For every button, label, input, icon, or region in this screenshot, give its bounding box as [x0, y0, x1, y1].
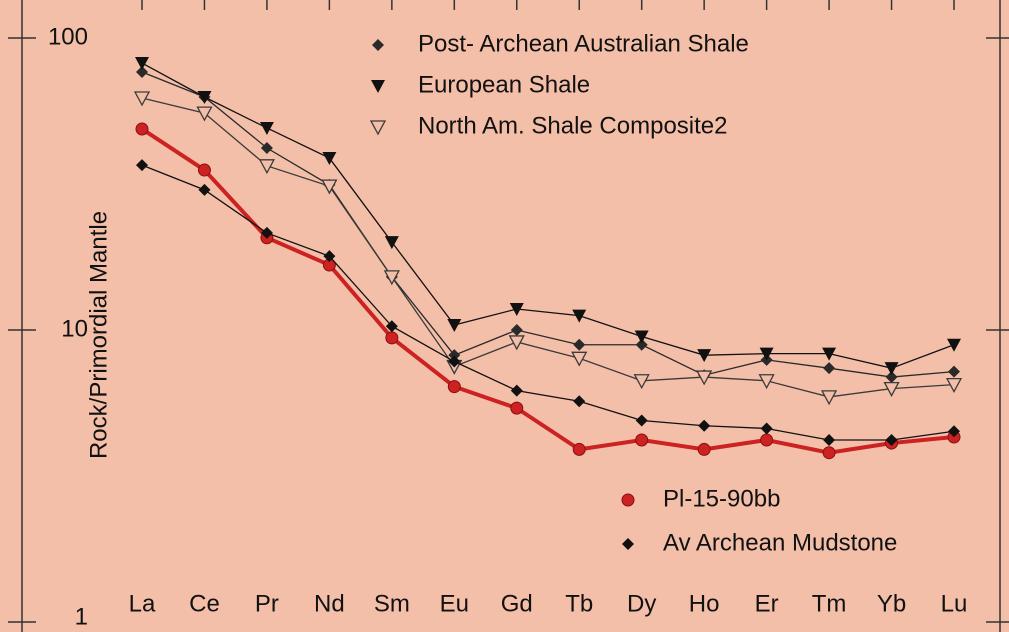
- data-point: [448, 381, 460, 393]
- data-point: [761, 434, 773, 446]
- x-tick-label: Sm: [374, 590, 410, 617]
- y-tick-label: 100: [48, 23, 88, 50]
- data-point: [823, 447, 835, 459]
- data-point: [573, 443, 585, 455]
- y-tick-label: 10: [61, 315, 88, 342]
- legend-label: Av Archean Mudstone: [663, 529, 897, 556]
- x-tick-label: Dy: [627, 590, 656, 617]
- data-point: [698, 443, 710, 455]
- x-tick-label: Yb: [877, 590, 906, 617]
- data-point: [136, 123, 148, 135]
- x-tick-label: Pr: [255, 590, 279, 617]
- legend-marker: [622, 494, 634, 506]
- data-point: [198, 164, 210, 176]
- data-point: [636, 434, 648, 446]
- y-axis-label: Rock/Primordial Mantle: [85, 211, 112, 459]
- x-tick-label: La: [129, 590, 156, 617]
- data-point: [386, 332, 398, 344]
- x-tick-label: Tb: [565, 590, 593, 617]
- data-point: [511, 402, 523, 414]
- x-tick-label: Nd: [314, 590, 345, 617]
- page: Rock/Primordial Mantle 1 10 100 La Ce Pr Nd Sm E…: [0, 0, 1009, 632]
- legend-label: Post- Archean Australian Shale: [418, 30, 749, 57]
- x-tick-label: Tm: [812, 590, 847, 617]
- chart: Rock/Primordial Mantle 1 10 100 La Ce Pr Nd Sm E…: [0, 0, 1009, 632]
- x-tick-label: Ho: [689, 590, 720, 617]
- legend-label: Pl-15-90bb: [663, 485, 780, 512]
- x-tick-label: Lu: [941, 590, 968, 617]
- x-tick-label: Gd: [501, 590, 533, 617]
- x-tick-label: Eu: [440, 590, 469, 617]
- legend-label: European Shale: [418, 71, 590, 98]
- legend-label: North Am. Shale Composite2: [418, 112, 727, 139]
- y-tick-label: 1: [75, 603, 88, 630]
- x-tick-label: Ce: [189, 590, 220, 617]
- x-tick-label: Er: [755, 590, 779, 617]
